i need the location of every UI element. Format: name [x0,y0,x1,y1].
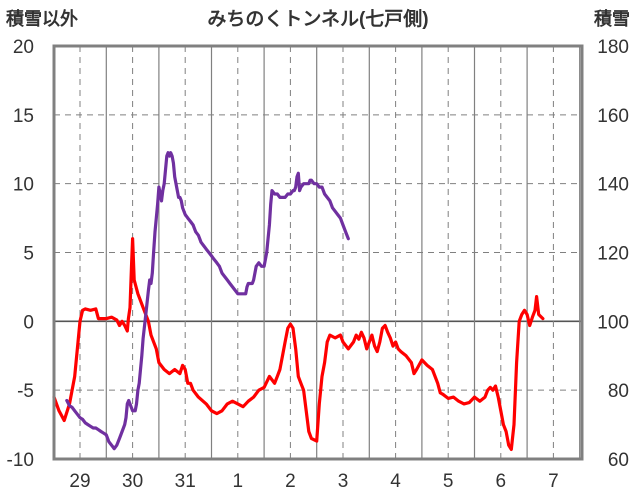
right-tick-label: 60 [608,450,629,471]
left-axis-label: 積雪以外 [5,8,78,29]
left-tick-label: 20 [13,37,34,58]
left-tick-label: 10 [13,175,34,196]
grid [54,46,582,459]
left-tick-label: 5 [23,244,34,265]
x-tick-label: 3 [338,471,349,492]
x-tick-label: 4 [390,471,401,492]
chart-title: みちのくトンネル(七戸側) [207,8,428,30]
x-tick-label: 1 [233,471,244,492]
x-tick-label: 6 [496,471,507,492]
right-tick-label: 140 [597,175,629,196]
x-tick-label: 29 [69,471,90,492]
left-tick-label: -10 [7,450,34,471]
right-tick-label: 100 [597,312,629,333]
plot-frame [52,44,584,461]
x-tick-label: 7 [548,471,559,492]
left-tick-label: 15 [13,106,34,127]
x-tick-label: 5 [443,471,454,492]
right-ticks: 180 160 140 120 100 80 60 [597,37,629,471]
x-tick-label: 31 [175,471,196,492]
right-tick-label: 160 [597,106,629,127]
series-group [52,151,545,451]
right-axis-label: 積雪 [593,8,630,29]
other-value-line [52,237,545,451]
left-tick-label: 0 [23,312,34,333]
right-tick-label: 120 [597,244,629,265]
right-tick-label: 180 [597,37,629,58]
left-tick-label: -5 [17,381,34,402]
x-ticks: 29 30 31 1 2 3 4 5 6 7 [69,471,558,492]
x-tick-label: 30 [122,471,143,492]
x-tick-label: 2 [285,471,296,492]
right-tick-label: 80 [608,381,629,402]
left-ticks: 20 15 10 5 0 -5 -10 [7,37,34,471]
snow-depth-line [65,151,350,451]
